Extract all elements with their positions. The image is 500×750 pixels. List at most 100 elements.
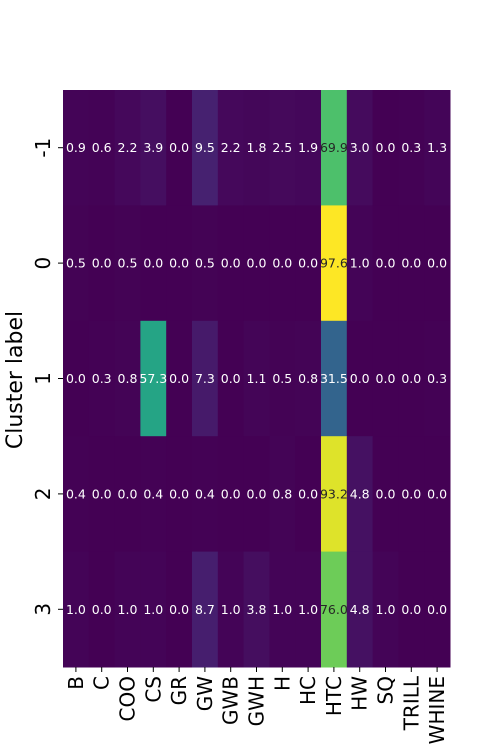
heatmap-cell: [269, 436, 296, 553]
x-tick-label: SQ: [374, 676, 398, 704]
heatmap-cell: [192, 90, 219, 206]
cell-value-label: 0.3: [92, 371, 112, 386]
cell-value-label: 0.0: [169, 371, 189, 386]
heatmap-cell: [166, 436, 193, 553]
cell-value-label: 0.6: [92, 140, 112, 155]
heatmap-cell: [63, 90, 90, 206]
cell-value-label: 4.8: [350, 602, 370, 617]
heatmap-cell: [140, 90, 167, 206]
heatmap-cell: [217, 436, 245, 553]
cell-value-label: 69.9: [320, 140, 348, 155]
cell-value-label: 0.0: [401, 256, 421, 271]
cell-value-label: 1.0: [298, 602, 318, 617]
cell-value-label: 0.0: [427, 486, 447, 501]
cell-value-label: 0.0: [143, 256, 163, 271]
heatmap-cell: [243, 320, 270, 437]
y-tick-label: 2: [31, 488, 55, 501]
cell-value-label: 0.8: [298, 371, 318, 386]
cell-value-label: 1.0: [350, 256, 370, 271]
x-tick-label: GW: [193, 676, 217, 711]
cell-value-label: 0.0: [401, 486, 421, 501]
heatmap-cell: [398, 436, 425, 553]
heatmap-cell: [321, 436, 348, 553]
cell-value-label: 57.3: [139, 371, 167, 386]
cell-value-label: 0.5: [272, 371, 292, 386]
cell-value-label: 76.0: [320, 602, 348, 617]
cell-value-label: 2.5: [272, 140, 292, 155]
heatmap-cell: [321, 551, 348, 668]
heatmap-cell: [295, 436, 322, 553]
heatmap-cell: [192, 320, 219, 437]
y-tick-label: 1: [31, 372, 55, 385]
heatmap-cell: [166, 551, 193, 668]
cell-value-label: 0.0: [169, 486, 189, 501]
heatmap-cell: [114, 205, 141, 322]
heatmap-cell: [166, 320, 193, 437]
heatmap-cell: [88, 436, 116, 553]
cell-value-label: 0.0: [376, 486, 396, 501]
x-tick-label: HW: [348, 676, 372, 711]
cell-value-label: 0.0: [427, 256, 447, 271]
x-tick-label: GWB: [219, 676, 243, 725]
x-tick-label: WHINE: [425, 676, 449, 744]
cell-value-label: 0.0: [92, 256, 112, 271]
heatmap-cell: [269, 90, 296, 206]
heatmap-cell: [243, 90, 270, 206]
heatmap-cell: [398, 205, 425, 322]
cell-value-label: 1.3: [427, 140, 447, 155]
x-tick-label: CS: [141, 676, 165, 703]
x-tick-label: HC: [296, 676, 320, 705]
y-axis-label: Cluster label: [3, 311, 28, 449]
cell-value-label: 0.4: [66, 486, 86, 501]
heatmap-cell: [424, 320, 451, 437]
cell-value-label: 4.8: [350, 486, 370, 501]
heatmap-cell: [424, 205, 451, 322]
heatmap-cell: [346, 205, 374, 322]
cell-value-label: 1.0: [118, 602, 138, 617]
cell-value-label: 1.9: [298, 140, 318, 155]
heatmap-cell: [63, 436, 90, 553]
heatmap-cell: [140, 436, 167, 553]
y-tick-label: 3: [31, 603, 55, 616]
cell-value-label: 1.0: [143, 602, 163, 617]
cell-value-label: 0.8: [272, 486, 292, 501]
heatmap-cell: [346, 551, 374, 668]
heatmap-cell: [295, 205, 322, 322]
heatmap-cell: [243, 551, 270, 668]
heatmap-cell: [192, 436, 219, 553]
heatmap-cell: [140, 320, 167, 437]
x-tick-label: GR: [167, 676, 191, 705]
heatmap-cell: [88, 551, 116, 668]
cell-value-label: 1.0: [66, 602, 86, 617]
cell-value-label: 0.0: [272, 256, 292, 271]
cell-value-label: 3.9: [143, 140, 163, 155]
x-tick-label: GWH: [245, 676, 269, 726]
y-tick-label: -1: [31, 138, 55, 158]
cell-value-label: 0.0: [118, 486, 138, 501]
heatmap-cell: [114, 551, 141, 668]
heatmap-cell: [243, 205, 270, 322]
heatmap-cell: [88, 320, 116, 437]
cell-value-label: 1.0: [272, 602, 292, 617]
cell-value-label: 0.5: [66, 256, 86, 271]
heatmap-cell: [321, 205, 348, 322]
heatmap-cell: [166, 205, 193, 322]
heatmap-cell: [217, 205, 245, 322]
heatmap-cell: [295, 90, 322, 206]
heatmap-cell: [346, 90, 374, 206]
cell-value-label: 0.0: [376, 371, 396, 386]
cell-value-label: 9.5: [195, 140, 215, 155]
heatmap-cell: [166, 90, 193, 206]
cell-value-label: 0.0: [298, 256, 318, 271]
cell-value-label: 0.0: [169, 602, 189, 617]
x-tick-label: COO: [116, 676, 140, 721]
heatmap-cell: [372, 205, 399, 322]
cell-value-label: 0.0: [169, 140, 189, 155]
x-tick-label: TRILL: [399, 675, 423, 731]
x-axis-ticks: B C COO CS GR GW GWB GWH H HC HTC HW SQ TRILL WHINE: [64, 667, 449, 744]
heatmap-cell: [88, 90, 116, 206]
cell-value-label: 97.6: [320, 256, 348, 271]
heatmap-cell: [321, 90, 348, 206]
heatmap-cell: [372, 436, 399, 553]
